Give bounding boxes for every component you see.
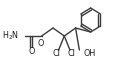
- Text: O: O: [28, 46, 34, 56]
- Text: OH: OH: [83, 50, 95, 58]
- Text: Cl: Cl: [68, 50, 76, 58]
- Text: Cl: Cl: [53, 50, 61, 58]
- Text: H$_2$N: H$_2$N: [2, 30, 19, 42]
- Text: O: O: [38, 38, 44, 48]
